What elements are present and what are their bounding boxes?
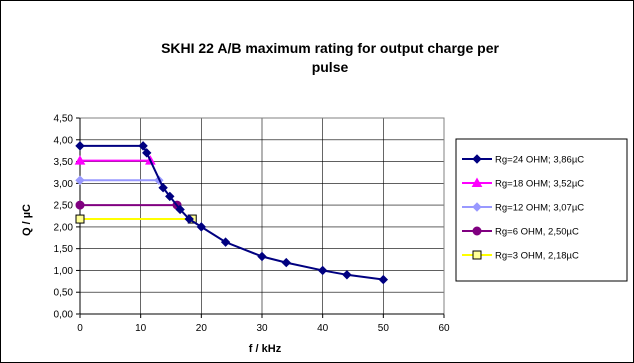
data-point-s1 (158, 182, 168, 193)
data-point-s5 (75, 214, 85, 224)
y-tick-label: 3,00 (54, 179, 74, 190)
y-tick-label: 4,00 (54, 135, 74, 146)
data-point-s1 (342, 270, 352, 280)
y-tick-label: 0,50 (54, 288, 74, 299)
plot-area: 0 10 20 30 40 50 60 0,00 0,50 1,00 1,50 2,00 2,50 3,0… (54, 114, 450, 335)
legend-swatch-marker (472, 250, 482, 260)
x-tick-label: 20 (196, 323, 208, 334)
legend-swatch-marker (472, 154, 482, 164)
y-tick-label: 2,50 (54, 201, 74, 212)
y-tick-label: 2,00 (54, 222, 74, 233)
x-tick-label: 50 (378, 323, 390, 334)
data-point-s2 (74, 155, 86, 165)
legend: Rg=24 OHM; 3,86µC Rg=18 OHM; 3,52µC Rg=12 … (455, 138, 628, 282)
data-point-s1 (196, 222, 207, 232)
data-point-s1 (317, 265, 328, 276)
data-point-s1 (184, 214, 194, 224)
y-tick-label: 1,00 (54, 266, 74, 277)
x-tick-label: 60 (438, 323, 450, 334)
data-point-s1 (165, 191, 175, 202)
data-point-s1 (281, 257, 291, 268)
y-tick-label: 4,50 (54, 114, 74, 125)
y-tick-label: 1,50 (54, 244, 74, 255)
legend-entry-label: Rg=6 OHM, 2,50µC (495, 227, 579, 238)
legend-box (455, 138, 628, 282)
series-line-1 (80, 144, 384, 281)
legend-entry-label: Rg=18 OHM; 3,52µC (495, 179, 584, 190)
y-tick-label: 3,50 (54, 157, 74, 168)
data-point-s1 (142, 148, 152, 158)
data-point-s1 (378, 274, 389, 285)
x-axis-title: f / kHz (249, 343, 282, 355)
chart-title-line-1: SKHI 22 A/B maximum rating for output ch… (161, 40, 499, 56)
x-tick-label: 10 (135, 323, 147, 334)
data-point-s1 (138, 141, 148, 151)
y-axis-title: Q / µC (21, 204, 33, 236)
legend-entry-label: Rg=12 OHM; 3,07µC (495, 203, 584, 214)
legend-entry-label: Rg=24 OHM; 3,86µC (495, 155, 584, 166)
data-point-s1 (220, 237, 231, 247)
y-tick-label: 0,00 (54, 310, 74, 321)
legend-swatch-marker (472, 226, 482, 236)
data-point-s1 (75, 141, 85, 151)
data-point-s4 (75, 200, 85, 210)
legend-entry-label: Rg=3 OHM, 2,18µC (495, 251, 579, 262)
data-point-s1 (257, 251, 267, 262)
x-tick-label: 0 (77, 323, 83, 334)
data-point-s3 (75, 175, 85, 185)
chart-title-line-2: pulse (312, 59, 349, 75)
x-tick-label: 40 (317, 323, 329, 334)
x-tick-label: 30 (256, 323, 268, 334)
data-point-s1 (175, 204, 185, 215)
legend-swatch-marker (471, 177, 483, 187)
legend-swatch-marker (472, 202, 482, 212)
